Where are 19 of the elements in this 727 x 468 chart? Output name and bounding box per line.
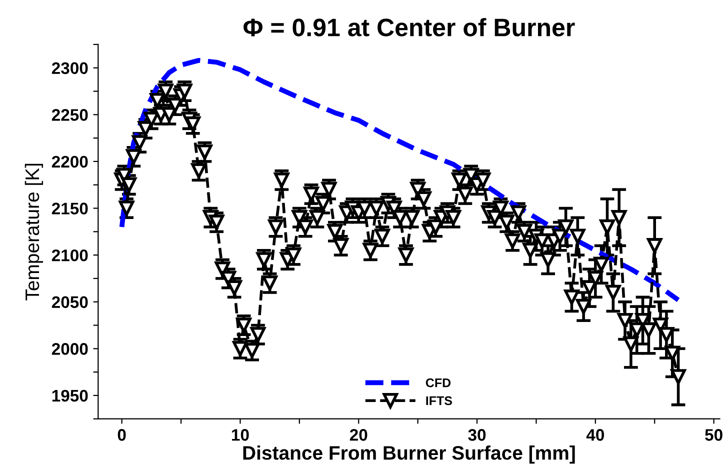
legend-label: CFD <box>426 378 451 388</box>
x-tick-label: 10 <box>232 429 249 441</box>
y-tick-label: 2150 <box>52 202 88 214</box>
x-tick-label: 50 <box>705 429 722 441</box>
x-tick-label: 40 <box>586 429 604 441</box>
x-axis-title: Distance From Burner Surface [mm] <box>243 446 575 464</box>
x-tick-label: 0 <box>118 429 126 441</box>
y-tick-label: 2300 <box>52 62 88 74</box>
chart-title: Φ = 0.91 at Center of Burner <box>244 18 575 36</box>
x-tick-label: 20 <box>350 429 368 441</box>
y-tick-label: 2250 <box>52 109 88 121</box>
y-tick-label: 2200 <box>52 156 88 168</box>
y-tick-label: 2050 <box>52 296 88 308</box>
y-tick-label: 2000 <box>52 343 88 355</box>
legend-label: IFTS <box>426 396 452 406</box>
y-tick-label: 2100 <box>52 249 88 262</box>
y-axis-title: Temperature [K] <box>24 164 44 300</box>
x-tick-label: 30 <box>468 429 486 441</box>
y-tick-label: 1950 <box>52 390 88 402</box>
